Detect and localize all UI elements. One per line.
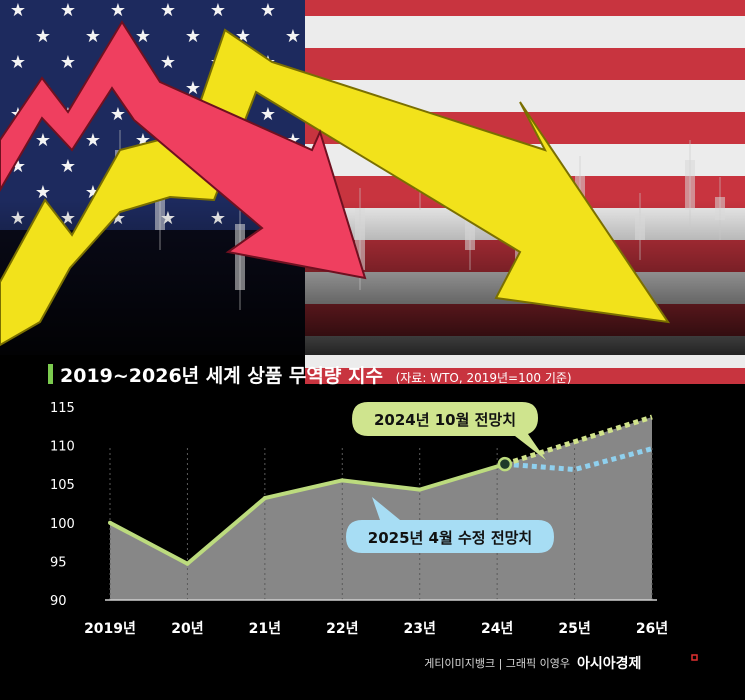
callout-2024-oct: 2024년 10월 전망치 xyxy=(352,402,546,460)
callout-bubble-2024 xyxy=(352,402,546,460)
x-tick-label: 25년 xyxy=(558,621,590,637)
y-tick-label: 115 xyxy=(50,401,75,416)
flag-star-icon: ★ xyxy=(10,52,26,73)
flag-star-icon: ★ xyxy=(210,0,226,21)
flag-star-icon: ★ xyxy=(60,52,76,73)
flag-star-icon: ★ xyxy=(110,0,126,21)
flag-stripe xyxy=(305,352,745,368)
flag-star-icon: ★ xyxy=(85,130,101,151)
flag-star-icon: ★ xyxy=(260,104,276,125)
flag-stripe xyxy=(305,64,745,80)
flag-stripe xyxy=(305,368,745,384)
x-tick-label: 26년 xyxy=(636,621,668,637)
flag-star-icon: ★ xyxy=(160,52,176,73)
chart-source: (자료: WTO, 2019년=100 기준) xyxy=(396,371,572,385)
flag-star-icon: ★ xyxy=(10,0,26,21)
chart-title: 2019~2026년 세계 상품 무역량 지수 (자료: WTO, 2019년=… xyxy=(60,365,572,387)
flag-stripe xyxy=(305,16,745,32)
y-tick-label: 105 xyxy=(50,478,75,493)
flag-star-icon: ★ xyxy=(60,156,76,177)
candle-body xyxy=(355,208,365,270)
flag-star-icon: ★ xyxy=(135,26,151,47)
y-tick-label: 95 xyxy=(50,555,67,570)
flag-star-icon: ★ xyxy=(110,104,126,125)
y-tick-label: 100 xyxy=(50,517,75,532)
flag-star-icon: ★ xyxy=(35,130,51,151)
flag-star-icon: ★ xyxy=(160,0,176,21)
forecast-start-point xyxy=(497,456,513,472)
title-marker xyxy=(48,364,53,384)
candle-body xyxy=(635,213,645,240)
flag-stripe xyxy=(305,0,745,16)
y-tick-label: 90 xyxy=(50,594,67,609)
y-tick-label: 110 xyxy=(50,440,75,455)
series-actual-point xyxy=(417,487,422,492)
callout-label-2024: 2024년 10월 전망치 xyxy=(374,411,516,429)
candle-body xyxy=(685,160,695,210)
credit-text: 게티이미지뱅크 | 그래픽 이영우 xyxy=(424,657,570,670)
candle-body xyxy=(715,197,725,220)
flag-star-icon: ★ xyxy=(60,0,76,21)
x-tick-label: 22년 xyxy=(326,621,358,637)
candle-body xyxy=(155,187,165,230)
flag-star-icon: ★ xyxy=(85,26,101,47)
flag-star-icon: ★ xyxy=(35,182,51,203)
header-illustration: ★★★★★★★★★★★★★★★★★★★★★★★★★★★★★★★★★★★★★★★★… xyxy=(0,0,745,384)
x-tick-label: 20년 xyxy=(171,621,203,637)
series-actual-point xyxy=(108,520,112,525)
callout-label-2025: 2025년 4월 수정 전망치 xyxy=(368,529,532,547)
series-actual-point xyxy=(340,478,345,483)
yellow-arrow xyxy=(0,28,671,347)
flag-star-icon: ★ xyxy=(285,26,301,47)
brand-logo-text: 아시아경제 xyxy=(577,655,641,672)
x-axis-ticks: 2019년 20년 21년 22년 23년 24년 25년 26년 xyxy=(84,621,668,637)
flag-stripe xyxy=(305,80,745,96)
series-original-forecast-line xyxy=(504,414,653,467)
flag-star-icon: ★ xyxy=(185,26,201,47)
red-arrow xyxy=(0,20,367,280)
flag-star-icon: ★ xyxy=(260,0,276,21)
callout-2025-apr: 2025년 4월 수정 전망치 xyxy=(346,497,554,553)
x-tick-label: 23년 xyxy=(404,621,436,637)
candle-body xyxy=(235,224,245,290)
flag-star-icon: ★ xyxy=(185,78,201,99)
y-axis-ticks: 115 110 105 100 95 90 xyxy=(50,401,75,609)
flag-stripe xyxy=(305,32,745,48)
series-actual-point xyxy=(185,561,190,566)
x-tick-label: 2019년 xyxy=(84,621,136,637)
chart-title-text: 2019~2026년 세계 상품 무역량 지수 xyxy=(60,365,383,387)
series-actual-line xyxy=(109,462,506,566)
series-actual-point xyxy=(262,496,267,501)
flag-stripe xyxy=(305,48,745,64)
x-tick-label: 21년 xyxy=(249,621,281,637)
brand-mark-icon xyxy=(691,654,698,661)
flag-star-icon: ★ xyxy=(35,26,51,47)
callout-bubble-2025 xyxy=(346,497,554,553)
x-tick-label: 24년 xyxy=(481,621,513,637)
